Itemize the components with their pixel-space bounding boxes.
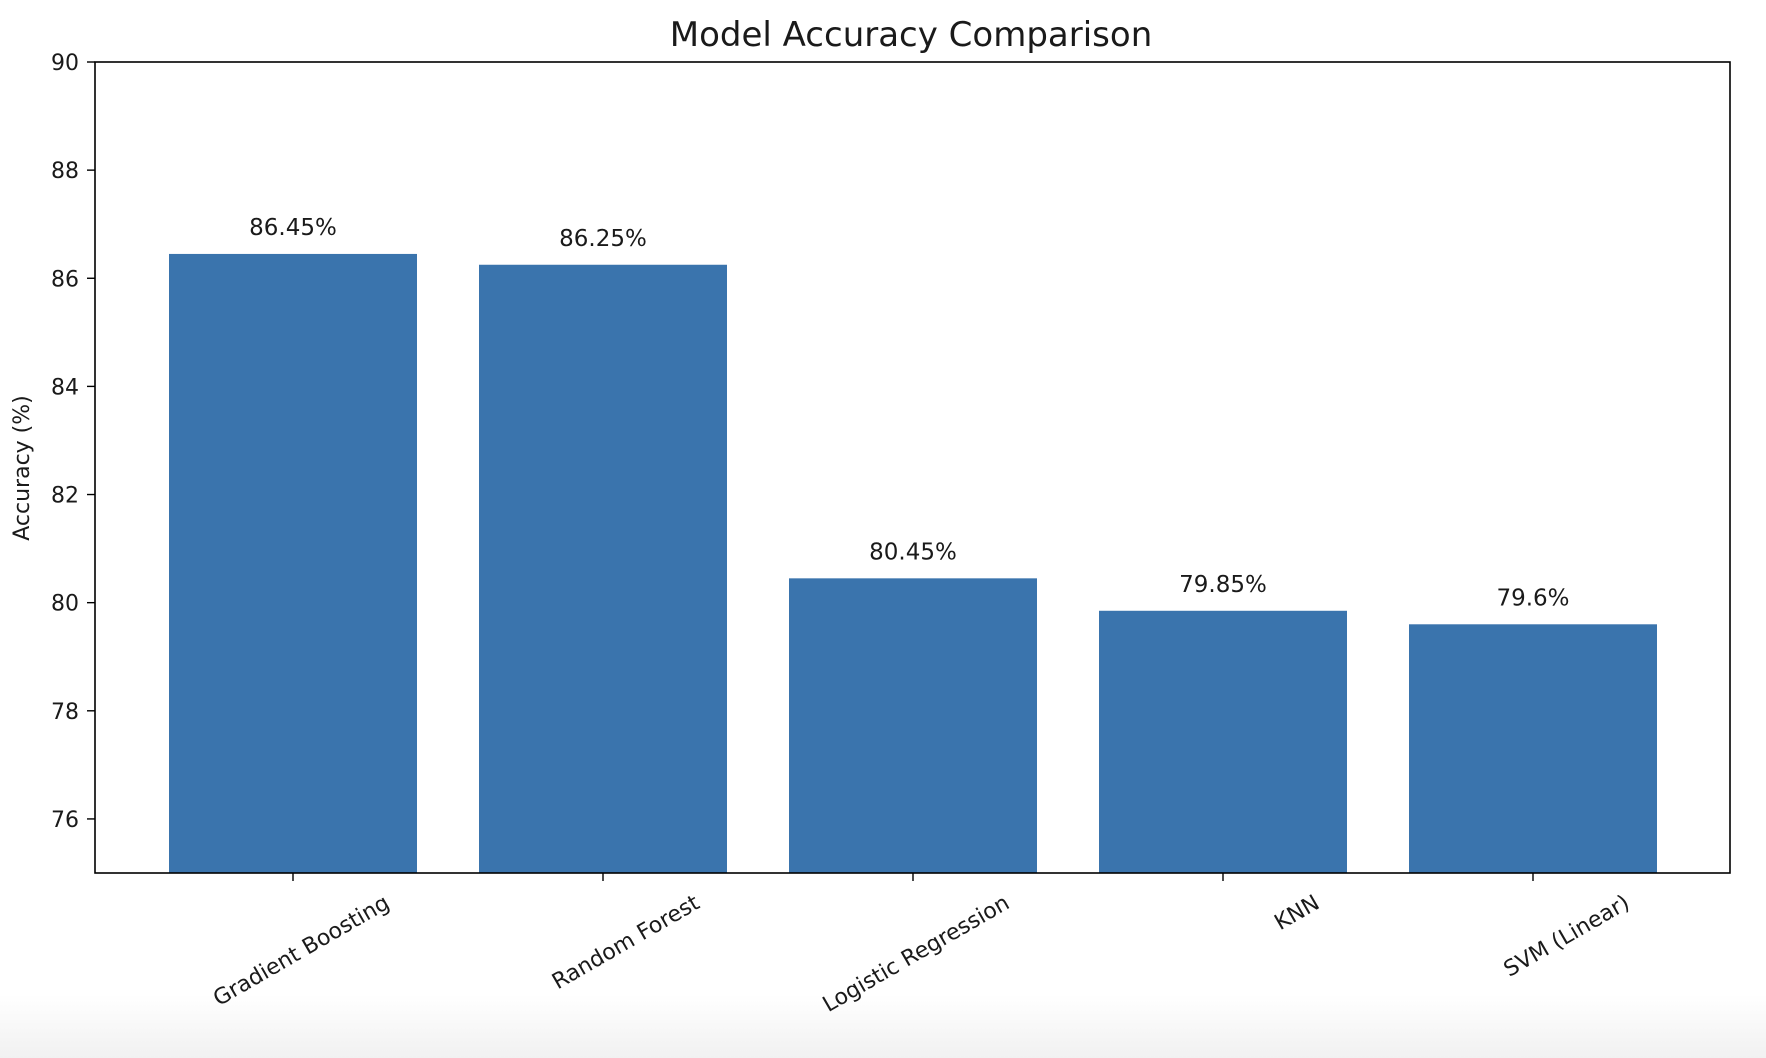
plot-frame [94, 61, 1731, 874]
bar [1099, 610, 1347, 873]
y-tick-label: 90 [51, 51, 79, 76]
y-axis-label: Accuracy (%) [10, 395, 35, 541]
y-tick-label: 86 [51, 267, 79, 292]
y-tick-label: 76 [51, 808, 79, 833]
y-tick-label: 80 [51, 592, 79, 617]
bar-value-label: 79.6% [1496, 585, 1569, 611]
y-tick-label: 82 [51, 484, 79, 509]
bar-value-label: 80.45% [869, 539, 957, 565]
bar [169, 253, 417, 874]
y-tick-label: 84 [51, 375, 79, 400]
data-labels-group: 86.45% 86.25% 80.45% 79.85% 79.6% [249, 215, 1569, 611]
bar-value-label: 86.25% [559, 226, 647, 252]
x-tick-label: Gradient Boosting [209, 891, 394, 1012]
y-axis-ticks: 76 78 80 82 84 86 88 90 [51, 51, 95, 833]
y-tick-label: 78 [51, 700, 79, 725]
bars-group [169, 253, 1657, 874]
x-tick-label: KNN [1270, 891, 1324, 936]
bar [1409, 624, 1657, 873]
x-tick-label: Random Forest [548, 890, 704, 995]
chart-title: Model Accuracy Comparison [670, 15, 1153, 55]
x-tick-label: Logistic Regression [819, 891, 1014, 1018]
x-axis-ticks: Gradient Boosting Random Forest Logistic R… [209, 873, 1634, 1018]
y-tick-label: 88 [51, 159, 79, 184]
bar-value-label: 86.45% [249, 215, 337, 241]
bar [479, 264, 727, 873]
x-tick-label: SVM (Linear) [1500, 891, 1634, 983]
bar-value-label: 79.85% [1179, 572, 1267, 598]
bar [789, 578, 1037, 873]
